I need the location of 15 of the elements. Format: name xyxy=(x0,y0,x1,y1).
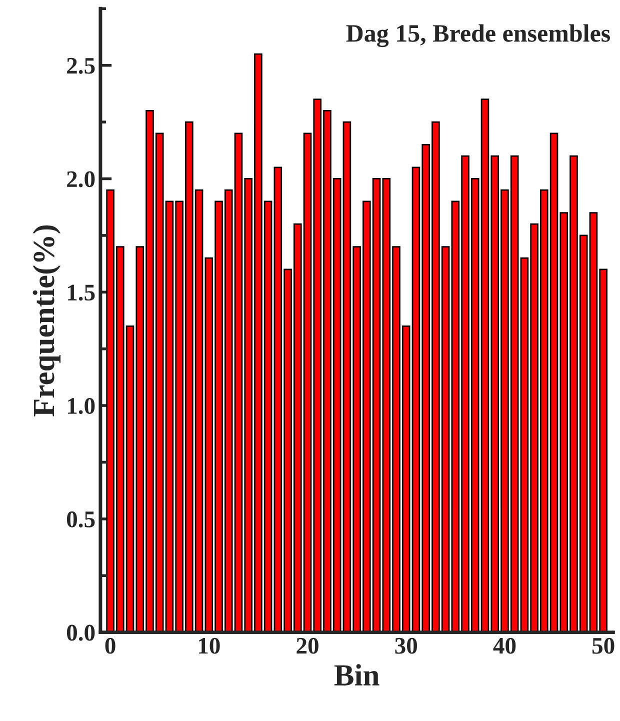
y-tick-label: 2.0 xyxy=(67,171,95,188)
y-tick-label: 0.5 xyxy=(66,511,95,528)
y-tick-label: 2.5 xyxy=(67,58,95,74)
y-tick-label: 0.0 xyxy=(66,624,95,641)
x-tick-label: 30 xyxy=(395,638,418,654)
x-tick-label: 20 xyxy=(296,638,318,654)
y-axis-title: Frequentie(%) xyxy=(32,225,61,416)
x-tick-label: 50 xyxy=(592,638,614,654)
text: Dag 15, Brede ensembles xyxy=(346,24,610,48)
y-tick-label: 1.5 xyxy=(68,284,95,301)
x-axis-title: Bin xyxy=(334,664,380,686)
x-tick-label: 10 xyxy=(198,638,220,654)
y-tick-label: 1.0 xyxy=(68,398,95,414)
x-tick-label: 0 xyxy=(105,638,116,654)
x-tick-label: 40 xyxy=(493,638,516,654)
